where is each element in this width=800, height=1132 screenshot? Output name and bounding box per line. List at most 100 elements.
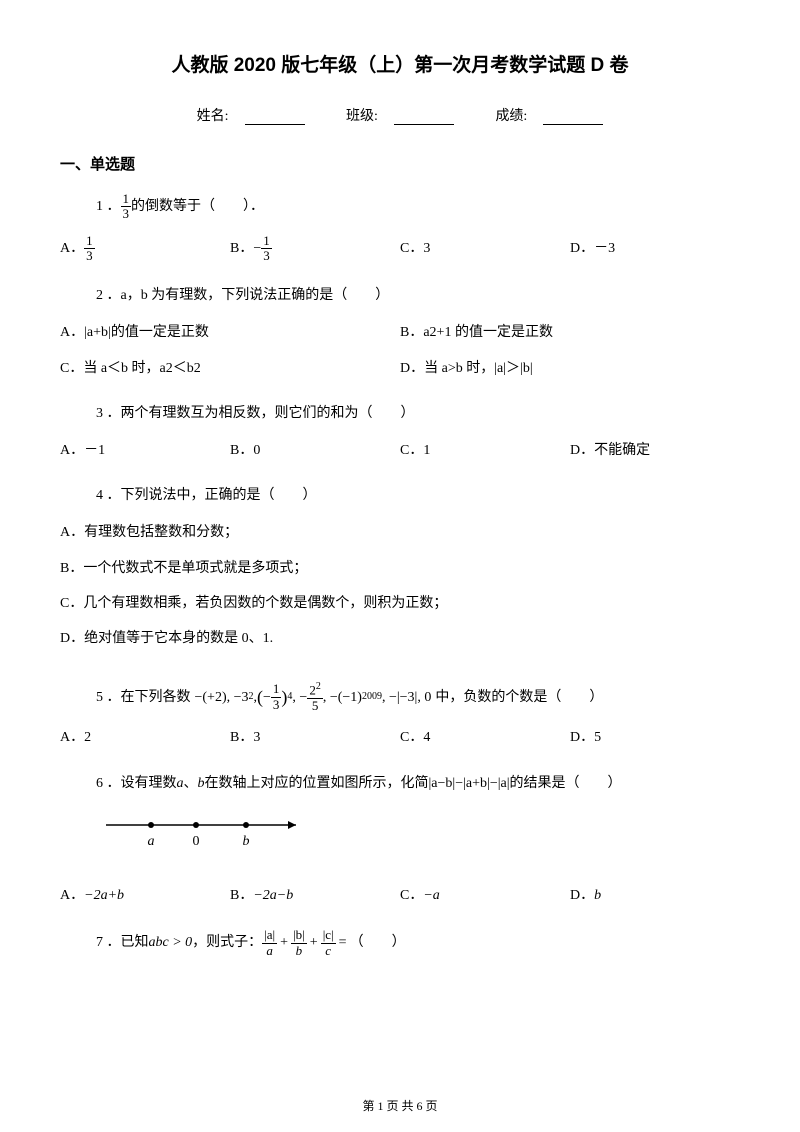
q1-opt-d: D．－3 — [570, 234, 740, 264]
q1-frac: 13 — [121, 192, 132, 222]
var-b: b — [198, 776, 205, 791]
q4-opt-c: C．几个有理数相乘，若负因数的个数是偶数个，则积为正数； — [60, 591, 740, 616]
question-3: 3 ．两个有理数互为相反数，则它们的和为（ ） A．－1 B．0 C．1 D．不… — [60, 401, 740, 463]
expr: −a — [423, 883, 439, 908]
q5-stem-before: 5 ．在下列各数 — [96, 685, 191, 710]
frac-den: 3 — [261, 249, 272, 263]
page-footer: 第 1 页 共 6 页 — [0, 1097, 800, 1114]
q7-stem-mid: ，则式子： — [192, 930, 262, 955]
q6-opt-a: A．−2a+b — [60, 883, 230, 908]
q7-stem-before: 7 ．已知 — [96, 930, 149, 955]
q6-opt-b: B．−2a−b — [230, 883, 400, 908]
frac-num: 22 — [307, 681, 323, 699]
q6-stem-mid2: 在数轴上对应的位置如图所示，化简 — [205, 776, 429, 791]
frac-num: |b| — [291, 928, 307, 943]
frac: 225 — [307, 681, 323, 713]
q5-opt-b: B．3 — [230, 725, 400, 750]
expr-part: , − — [292, 685, 307, 710]
eq: = — [339, 930, 347, 955]
class-blank — [394, 111, 454, 125]
q2-opt-a: A．|a+b|的值一定是正数 — [60, 320, 400, 345]
nl-label-a: a — [148, 834, 155, 849]
question-1: 1 ．13的倒数等于（ ）． A． 13 B． − 13 C．3 D．－3 — [60, 192, 740, 263]
frac-num: |a| — [262, 928, 277, 943]
frac-den: c — [321, 944, 336, 958]
question-7: 7 ．已知 abc > 0 ，则式子： |a|a + |b|b + |c|c =… — [60, 928, 740, 958]
q1-opt-b: B． − 13 — [230, 234, 400, 264]
sep: 、 — [184, 776, 198, 791]
q2-opt-c: C．当 a＜b 时，a2＜b2 — [60, 356, 400, 381]
var-a: a — [177, 776, 184, 791]
q3-stem: 3 ．两个有理数互为相反数，则它们的和为（ ） — [60, 401, 740, 426]
q6-stem-after: 的结果是（ ） — [510, 776, 622, 791]
q3-opt-c: C．1 — [400, 438, 570, 463]
q4-opt-a: A．有理数包括整数和分数； — [60, 520, 740, 545]
frac: |a|a — [262, 928, 277, 958]
q5-stem-after: 中，负数的个数是（ ） — [435, 685, 603, 710]
q3-opt-a: A．－1 — [60, 438, 230, 463]
q2-stem: 2 ．a，b 为有理数，下列说法正确的是（ ） — [60, 283, 740, 308]
q7-stem-after: （ ） — [350, 930, 406, 955]
plus: + — [310, 930, 318, 955]
label: C． — [400, 883, 423, 908]
number-line-svg: a 0 b — [96, 810, 316, 860]
q6-stem-before: 6 ．设有理数 — [96, 776, 177, 791]
q1-frac-num: 1 — [121, 192, 132, 207]
frac-num: 1 — [84, 234, 95, 249]
q2-opt-d: D．当 a>b 时，|a|＞|b| — [400, 356, 740, 381]
nl-label-0: 0 — [193, 834, 200, 849]
expr-part: , −(−1) — [323, 685, 362, 710]
name-label: 姓名: — [197, 109, 229, 124]
frac-num: |c| — [321, 928, 336, 943]
expr-sup: 2009 — [362, 688, 382, 706]
frac: |b|b — [291, 928, 307, 958]
q1-opt-b-label: B． — [230, 236, 253, 261]
q1-frac-den: 3 — [121, 207, 132, 221]
section-1-title: 一、单选题 — [60, 153, 740, 174]
plus: + — [280, 930, 288, 955]
q2-opt-b: B．a2+1 的值一定是正数 — [400, 320, 740, 345]
q1-opt-a-label: A． — [60, 236, 84, 261]
expr: b — [594, 883, 601, 908]
q5-opt-c: C．4 — [400, 725, 570, 750]
neg: − — [263, 685, 271, 710]
q3-opt-b: B．0 — [230, 438, 400, 463]
frac-num: 1 — [261, 234, 272, 249]
q5-expr: −(+2), −32, (−13)4 , − 225 , −(−1)2009 ,… — [195, 681, 432, 713]
frac: |c|c — [321, 928, 336, 958]
name-blank — [245, 111, 305, 125]
question-4: 4 ．下列说法中，正确的是（ ） A．有理数包括整数和分数； B．一个代数式不是… — [60, 483, 740, 661]
q4-opt-b: B．一个代数式不是单项式就是多项式； — [60, 556, 740, 581]
page-title: 人教版 2020 版七年级（上）第一次月考数学试题 D 卷 — [60, 50, 740, 77]
frac-den: 5 — [307, 699, 323, 713]
expr: −2a+b — [84, 883, 124, 908]
neg-sign: − — [253, 236, 261, 261]
score-blank — [543, 111, 603, 125]
q1-opt-a-frac: 13 — [84, 234, 95, 264]
frac: 13 — [271, 682, 282, 712]
expr: −2a−b — [253, 883, 293, 908]
q4-stem: 4 ．下列说法中，正确的是（ ） — [60, 483, 740, 508]
header-fields: 姓名: 班级: 成绩: — [60, 105, 740, 125]
q1-opt-b-frac: 13 — [261, 234, 272, 264]
frac-den: 3 — [271, 698, 282, 712]
label: A． — [60, 883, 84, 908]
q7-cond: abc > 0 — [149, 930, 193, 955]
label: B． — [230, 883, 253, 908]
class-label: 班级: — [346, 109, 378, 124]
q1-opt-a: A． 13 — [60, 234, 230, 264]
number-line: a 0 b — [96, 810, 740, 869]
frac-den: a — [262, 944, 277, 958]
question-5: 5 ．在下列各数 −(+2), −32, (−13)4 , − 225 , −(… — [60, 681, 740, 751]
score-label: 成绩: — [495, 109, 527, 124]
q3-opt-d: D．不能确定 — [570, 438, 740, 463]
q1-stem-after: 的倒数等于（ ）． — [131, 199, 264, 214]
q6-expr: |a−b|−|a+b|−|a| — [429, 776, 510, 791]
q1-opt-c: C．3 — [400, 234, 570, 264]
q5-opt-a: A．2 — [60, 725, 230, 750]
frac-num: 1 — [271, 682, 282, 697]
frac-den: 3 — [84, 249, 95, 263]
q6-opt-c: C．−a — [400, 883, 570, 908]
nl-label-b: b — [243, 834, 250, 849]
expr-part: , −|−3|, 0 — [382, 685, 431, 710]
